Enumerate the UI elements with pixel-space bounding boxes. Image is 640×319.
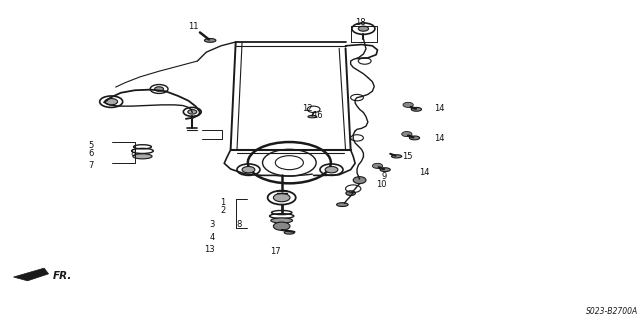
Text: 3: 3 [209, 220, 214, 229]
Text: S023-B2700A: S023-B2700A [586, 307, 638, 316]
Text: 14: 14 [434, 104, 445, 113]
Text: 14: 14 [419, 168, 430, 177]
Text: 15: 15 [402, 152, 413, 161]
Text: FR.: FR. [53, 271, 72, 281]
Ellipse shape [353, 177, 366, 184]
Ellipse shape [308, 115, 317, 118]
Text: 6: 6 [88, 149, 93, 158]
Text: 1: 1 [220, 198, 225, 207]
Text: 7: 7 [88, 161, 93, 170]
Circle shape [273, 222, 290, 230]
Text: 17: 17 [270, 247, 280, 256]
Circle shape [242, 167, 255, 173]
Circle shape [403, 102, 413, 108]
Text: 2: 2 [220, 206, 225, 215]
Text: 10: 10 [376, 180, 387, 189]
Text: 8: 8 [237, 220, 242, 229]
Polygon shape [13, 268, 49, 281]
Circle shape [372, 163, 383, 168]
Text: 14: 14 [434, 134, 445, 143]
Text: 11: 11 [188, 22, 198, 31]
Circle shape [402, 131, 412, 137]
Ellipse shape [204, 39, 216, 42]
Ellipse shape [337, 203, 348, 206]
Text: 4: 4 [209, 233, 214, 242]
Ellipse shape [410, 136, 420, 140]
Text: 13: 13 [204, 245, 214, 254]
Ellipse shape [133, 154, 152, 159]
Circle shape [155, 87, 164, 91]
Text: 9: 9 [382, 172, 387, 181]
Ellipse shape [380, 168, 390, 172]
Circle shape [105, 99, 118, 105]
Text: 12: 12 [302, 104, 312, 113]
Circle shape [325, 167, 338, 173]
Ellipse shape [412, 108, 422, 111]
Ellipse shape [271, 218, 292, 223]
Circle shape [188, 110, 196, 114]
Ellipse shape [284, 231, 294, 234]
Text: 8: 8 [131, 149, 136, 158]
Ellipse shape [346, 191, 355, 196]
Ellipse shape [392, 155, 402, 158]
Text: 16: 16 [312, 111, 323, 120]
Text: 18: 18 [355, 18, 366, 27]
Circle shape [273, 194, 290, 202]
Text: 5: 5 [88, 141, 93, 150]
Circle shape [358, 26, 369, 31]
